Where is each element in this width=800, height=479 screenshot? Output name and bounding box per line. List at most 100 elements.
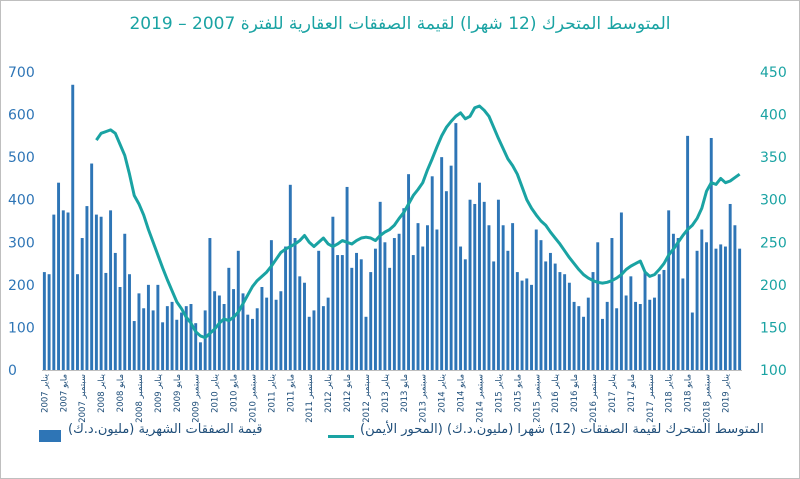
bar-monthly-value <box>161 322 165 370</box>
bar-monthly-value <box>94 214 98 370</box>
bar-monthly-value <box>194 323 198 370</box>
bar-monthly-value <box>733 225 737 370</box>
right-tick-label: 450 <box>760 65 787 81</box>
right-tick-label: 200 <box>760 278 787 294</box>
bar-monthly-value <box>57 182 61 370</box>
bar-monthly-value <box>719 244 723 370</box>
bar-monthly-value <box>544 261 548 370</box>
bar-monthly-value <box>653 297 656 370</box>
bar-monthly-value <box>128 274 131 370</box>
bar-monthly-value <box>298 276 302 370</box>
bar-monthly-value <box>241 293 245 370</box>
x-tick-label: سبتمبر 2015 <box>532 374 542 423</box>
bar-monthly-value <box>572 301 576 370</box>
right-tick-label: 400 <box>760 108 787 124</box>
bar-monthly-value <box>638 304 642 370</box>
bar-monthly-value <box>66 212 70 370</box>
bar-monthly-value <box>723 246 727 370</box>
left-tick-label: 300 <box>8 235 35 251</box>
x-tick-label: يناير 2013 <box>381 373 391 413</box>
bar-monthly-value <box>340 255 344 370</box>
bar-monthly-value <box>430 176 434 370</box>
bar-monthly-value <box>99 216 103 370</box>
bar-monthly-value <box>567 282 571 370</box>
right-tick-label: 100 <box>760 363 787 379</box>
bar-monthly-value <box>61 210 65 370</box>
bar-monthly-value <box>303 282 306 370</box>
bar-monthly-value <box>619 212 623 370</box>
bar-monthly-value <box>175 319 179 370</box>
bar-monthly-value <box>596 242 600 370</box>
bar-monthly-value <box>293 238 297 370</box>
bar-monthly-value <box>671 233 675 370</box>
bar-monthly-value <box>700 229 704 370</box>
bar-monthly-value <box>463 259 467 370</box>
bar-monthly-value <box>690 312 694 370</box>
bar-monthly-value <box>76 274 79 370</box>
right-tick-label: 150 <box>760 320 787 336</box>
bar-monthly-value <box>492 261 496 370</box>
bar-monthly-value <box>473 203 477 370</box>
bar-monthly-value <box>109 210 113 370</box>
bar-monthly-value <box>454 123 458 370</box>
bar-monthly-value <box>118 286 122 370</box>
bar-monthly-value <box>312 310 316 370</box>
x-tick-label: يناير 2007 <box>40 373 50 413</box>
bar-monthly-value <box>525 278 529 370</box>
bar-monthly-value <box>132 321 136 370</box>
bar-monthly-value <box>392 238 396 370</box>
bar-monthly-value <box>648 299 652 370</box>
x-tick-label: سبتمبر 2018 <box>703 374 713 423</box>
bar-monthly-value <box>331 216 335 370</box>
legend-bar-label: قيمة الصفقات الشهرية (مليون.د.ك) <box>68 422 263 437</box>
bar-monthly-value <box>80 238 84 370</box>
bar-monthly-value <box>232 289 236 370</box>
bar-monthly-value <box>279 291 283 370</box>
x-tick-label: يناير 2011 <box>267 373 277 413</box>
x-tick-label: يناير 2019 <box>721 373 731 413</box>
bar-monthly-value <box>180 312 183 370</box>
bar-monthly-value <box>695 250 699 370</box>
bar-monthly-value <box>657 274 661 370</box>
bar-monthly-value <box>686 135 690 370</box>
bar-monthly-value <box>444 191 448 370</box>
bar-monthly-value <box>42 272 46 370</box>
bar-monthly-value <box>246 314 250 370</box>
bar-monthly-value <box>165 306 169 370</box>
bar-monthly-value <box>397 233 401 370</box>
bar-monthly-value <box>156 284 160 370</box>
bar-monthly-value <box>506 250 510 370</box>
bar-monthly-value <box>251 318 254 370</box>
bar-monthly-value <box>634 301 638 370</box>
bar-monthly-value <box>90 163 94 370</box>
x-tick-label: سبتمبر 2016 <box>589 374 599 423</box>
bar-monthly-value <box>260 286 264 370</box>
bar-monthly-value <box>610 238 614 370</box>
x-tick-label: سبتمبر 2014 <box>476 374 486 423</box>
bar-monthly-value <box>321 306 325 370</box>
right-tick-label: 300 <box>760 193 787 209</box>
x-tick-label: يناير 2009 <box>154 373 164 413</box>
moving-average-line <box>95 104 741 340</box>
bar-monthly-value <box>449 165 453 370</box>
x-tick-label: يناير 2010 <box>211 373 221 413</box>
bar-monthly-value <box>208 238 212 370</box>
bar-monthly-value <box>586 297 590 370</box>
bar-monthly-value <box>184 306 188 370</box>
bar-monthly-value <box>189 304 193 370</box>
bar-monthly-value <box>350 267 354 370</box>
bar-monthly-value <box>151 310 155 370</box>
bar-monthly-value <box>71 84 75 371</box>
bar-monthly-value <box>501 225 505 370</box>
x-tick-label: يناير 2017 <box>608 373 618 413</box>
right-tick-label: 350 <box>760 150 787 166</box>
bar-monthly-value <box>170 301 174 370</box>
left-tick-label: 400 <box>8 193 35 209</box>
bar-monthly-value <box>85 206 89 370</box>
bar-monthly-value <box>52 214 56 370</box>
bar-monthly-value <box>345 186 349 370</box>
bar-monthly-value <box>515 272 519 370</box>
x-tick-label: مايو 2017 <box>627 374 637 412</box>
bar-monthly-value <box>487 225 491 370</box>
